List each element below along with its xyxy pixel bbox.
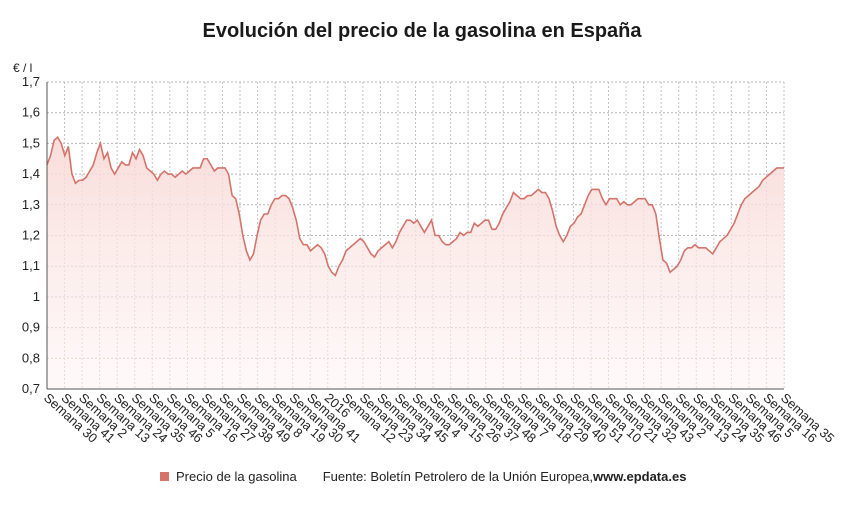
y-tick-label: 1,7 (22, 74, 40, 89)
y-tick-label: 0,9 (22, 320, 40, 335)
source-text: Fuente: Boletín Petrolero de la Unión Eu… (322, 469, 593, 484)
legend-swatch (160, 472, 169, 481)
axes (46, 82, 784, 390)
y-tick-label: 1,1 (22, 258, 40, 273)
y-tick-label: 1,4 (22, 166, 40, 181)
y-tick-label: 1,3 (22, 197, 40, 212)
y-tick-label: 1 (33, 289, 40, 304)
y-tick-labels: 0,7 0,8 0,9 1 1,1 1,2 1,3 1,4 1,5 1,6 1,7 (22, 74, 40, 396)
legend: Precio de la gasolina Fuente: Boletín Pe… (160, 469, 686, 484)
y-axis-label: € / l (13, 61, 32, 75)
series-area (47, 137, 784, 389)
series-line (46, 136, 784, 277)
legend-series-label: Precio de la gasolina (176, 469, 297, 484)
y-tick-label: 0,7 (22, 381, 40, 396)
chart-title: Evolución del precio de la gasolina en E… (202, 20, 642, 42)
y-tick-label: 1,6 (22, 105, 40, 120)
y-tick-label: 0,8 (22, 350, 40, 365)
y-tick-label: 1,2 (22, 228, 40, 243)
y-tick-label: 1,5 (22, 135, 40, 150)
source-site[interactable]: www.epdata.es (593, 469, 687, 484)
